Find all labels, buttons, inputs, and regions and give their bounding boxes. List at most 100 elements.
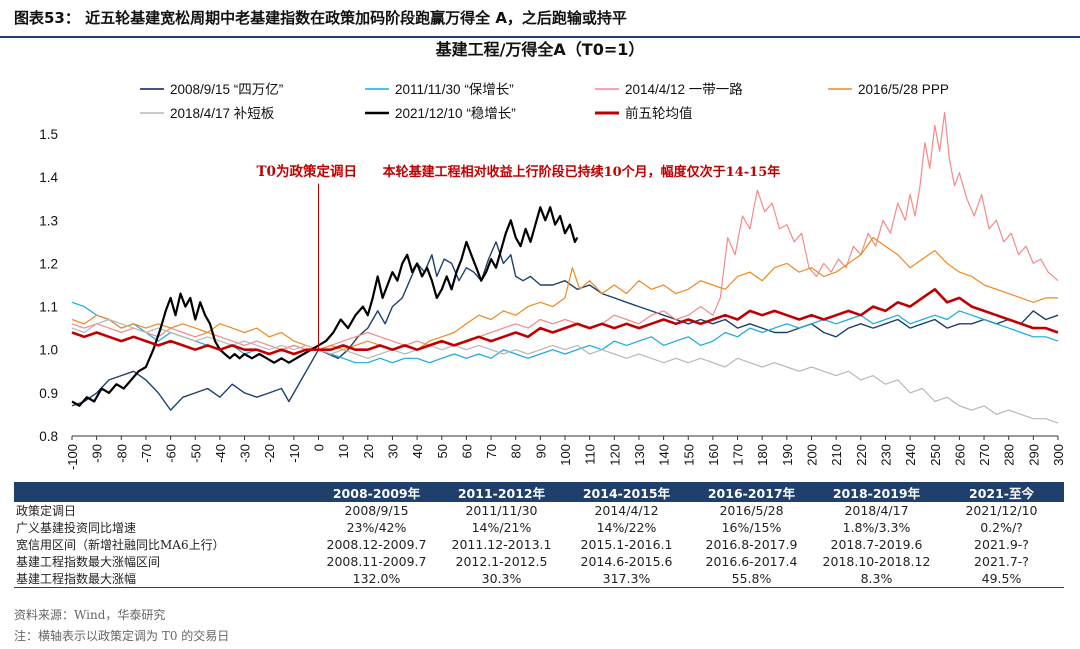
x-tick-label: 110	[583, 444, 598, 465]
x-tick-label: 180	[755, 444, 770, 466]
table-cell: 49.5%	[939, 570, 1064, 588]
table-cell: 8.3%	[814, 570, 939, 588]
table-cell: 14%/22%	[596, 520, 657, 535]
x-tick-label: -90	[90, 444, 105, 463]
table-header-cell: 2008-2009年	[314, 482, 439, 502]
x-tick-label: -100	[65, 444, 80, 470]
series-line	[71, 301, 1059, 364]
table-header-cell: 2011-2012年	[439, 482, 564, 502]
t0-annotation: T0为政策定调日	[257, 163, 357, 180]
source-note: 资料来源：Wind，华泰研究	[14, 608, 166, 622]
table-cell: 2016.6-2017.4	[705, 554, 798, 569]
table-cell: 2018/4/17	[844, 503, 909, 518]
x-tick-label: 260	[952, 444, 967, 466]
table-row: 广义基建投资同比增速 23%/42% 14%/21% 14%/22% 16%/1…	[14, 519, 1064, 536]
axis-note: 注：横轴表示以政策定调为 T0 的交易日	[14, 629, 230, 643]
x-tick-label: 210	[829, 444, 844, 466]
y-tick-label: 1.0	[39, 343, 58, 358]
x-tick-label: 80	[509, 444, 524, 458]
x-tick-label: 250	[928, 444, 943, 466]
table-cell: 317.3%	[564, 570, 689, 588]
x-tick-label: 30	[385, 444, 400, 458]
x-tick-label: 220	[854, 444, 869, 466]
x-tick-label: -70	[139, 444, 154, 463]
x-tick-label: 0	[312, 444, 327, 451]
table-cell: 2011.12-2013.1	[451, 537, 552, 552]
table-cell: 132.0%	[314, 570, 439, 588]
table-row-label: 基建工程指数最大涨幅区间	[16, 555, 161, 569]
table-cell: 2008.11-2009.7	[326, 554, 427, 569]
series-line	[71, 206, 579, 407]
table-cell: 2008.12-2009.7	[326, 537, 427, 552]
x-tick-label: 230	[878, 444, 893, 466]
y-tick-label: 1.5	[39, 127, 58, 142]
x-tick-label: 150	[681, 444, 696, 466]
table-row: 基建工程指数最大涨幅 132.0% 30.3% 317.3% 55.8% 8.3…	[14, 570, 1064, 588]
table-cell: 2016.8-2017.9	[705, 537, 798, 552]
x-tick-label: 200	[805, 444, 820, 466]
chart-title: 基建工程/万得全A（T0=1）	[435, 40, 645, 59]
table-header-cell: 2021-至今	[939, 482, 1064, 502]
summary-table: 2008-2009年 2011-2012年 2014-2015年 2016-20…	[14, 482, 1064, 588]
table-cell: 1.8%/3.3%	[842, 520, 911, 535]
table-cell: 2008/9/15	[344, 503, 409, 518]
x-tick-label: 170	[731, 444, 746, 466]
table-cell: 0.2%/?	[980, 520, 1023, 535]
table-cell: 2016/5/28	[719, 503, 784, 518]
x-tick-label: 120	[607, 444, 622, 466]
x-tick-label: 60	[459, 444, 474, 458]
x-tick-label: 70	[484, 444, 499, 458]
x-tick-label: 190	[780, 444, 795, 466]
table-header-row: 2008-2009年 2011-2012年 2014-2015年 2016-20…	[14, 482, 1064, 502]
figure-title: 图表53： 近五轮基建宽松周期中老基建指数在政策加码阶段跑赢万得全 A，之后跑输…	[14, 9, 627, 27]
legend-label: 2008/9/15 “四万亿”	[170, 82, 283, 97]
series-line	[71, 236, 1058, 351]
table-cell: 2018.10-2018.12	[822, 554, 931, 569]
y-tick-label: 1.4	[39, 170, 58, 185]
x-tick-label: 160	[706, 444, 721, 466]
table-cell: 2011/11/30	[465, 503, 538, 518]
table-header-cell	[14, 482, 314, 502]
table-row-label: 广义基建投资同比增速	[16, 521, 137, 535]
line-chart: 基建工程/万得全A（T0=1） 2008/9/15 “四万亿” 2011/11/30…	[39, 40, 1066, 470]
table-cell: 2014/4/12	[594, 503, 659, 518]
legend-label: 2014/4/12 一带一路	[625, 82, 743, 97]
x-tick-label: 240	[903, 444, 918, 466]
trend-annotation: 本轮基建工程相对收益上行阶段已持续10个月，幅度仅次于14-15年	[383, 164, 781, 180]
x-tick-label: 280	[1002, 444, 1017, 466]
x-tick-label: 100	[558, 444, 573, 466]
series-line	[71, 318, 1059, 424]
x-tick-label: 50	[435, 444, 450, 458]
x-tick-label: 270	[977, 444, 992, 466]
table-cell: 2018.7-2019.6	[830, 537, 923, 552]
table-cell: 23%/42%	[346, 520, 407, 535]
table-header-cell: 2016-2017年	[689, 482, 814, 502]
series-line	[71, 241, 1059, 411]
table-cell: 2012.1-2012.5	[455, 554, 548, 569]
y-tick-label: 0.9	[39, 386, 58, 401]
table-cell: 2021/12/10	[965, 503, 1038, 518]
table-cell: 2021.7-?	[974, 554, 1029, 569]
table-cell: 2014.6-2015.6	[580, 554, 673, 569]
x-tick-label: -60	[164, 444, 179, 463]
header-bar: 图表53： 近五轮基建宽松周期中老基建指数在政策加码阶段跑赢万得全 A，之后跑输…	[0, 0, 1080, 38]
y-tick-label: 1.3	[39, 213, 58, 228]
legend-label: 前五轮均值	[625, 105, 693, 121]
y-tick-label: 1.2	[39, 256, 58, 271]
x-tick-label: -50	[188, 444, 203, 463]
legend-label: 2021/12/10 “稳增长”	[395, 106, 516, 121]
y-tick-label: 1.1	[39, 300, 58, 315]
table-row-label: 宽信用区间（新增社融同比MA6上行）	[16, 538, 225, 552]
table-cell: 14%/21%	[471, 520, 532, 535]
table-row: 基建工程指数最大涨幅区间 2008.11-2009.7 2012.1-2012.…	[14, 553, 1064, 570]
table-header-cell: 2018-2019年	[814, 482, 939, 502]
x-tick-label: -10	[287, 444, 302, 463]
x-tick-label: -40	[213, 444, 228, 463]
legend-label: 2018/4/17 补短板	[170, 106, 275, 121]
x-tick-label: 10	[336, 444, 351, 458]
x-tick-label: 130	[632, 444, 647, 466]
x-tick-label: -80	[114, 444, 129, 463]
x-tick-label: 90	[533, 444, 548, 458]
table-cell: 2015.1-2016.1	[580, 537, 673, 552]
x-tick-label: 140	[657, 444, 672, 466]
